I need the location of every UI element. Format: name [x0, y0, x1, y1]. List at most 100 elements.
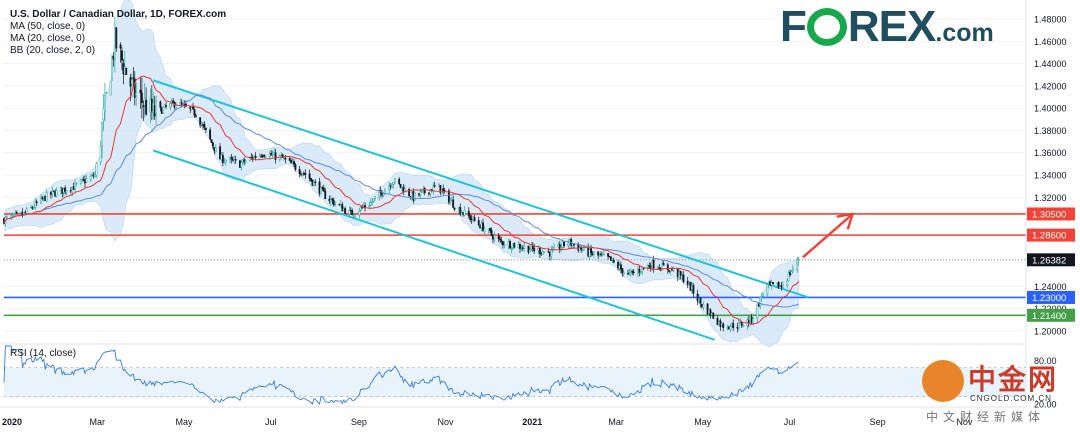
candle-body: [155, 100, 158, 115]
candle-body: [5, 216, 8, 218]
candle-body: [210, 139, 213, 143]
candle-body: [192, 106, 194, 109]
candle-body: [702, 304, 705, 308]
candle-body: [727, 326, 730, 329]
candle-body: [122, 63, 125, 75]
candle-body: [79, 179, 82, 184]
candle-body: [411, 192, 413, 199]
candle-body: [55, 190, 58, 197]
candle-body: [212, 142, 214, 147]
candle-body: [553, 246, 556, 250]
candle-body: [408, 189, 411, 196]
candle-body: [668, 269, 671, 273]
candle-body: [610, 256, 612, 261]
candle-body: [199, 117, 202, 126]
candle-body: [261, 155, 264, 157]
watermark-url: CNGOLD.COM.CN: [970, 394, 1052, 403]
candle-body: [776, 282, 779, 285]
candle-body: [769, 281, 772, 286]
candle-body: [591, 253, 594, 256]
candle-body: [577, 243, 580, 251]
candle-body: [81, 178, 84, 181]
candle-body: [420, 190, 423, 192]
candle-body: [637, 269, 639, 274]
candle-body: [145, 99, 148, 115]
candle-body: [101, 122, 104, 147]
candle-body: [767, 282, 770, 285]
candle-body: [301, 173, 304, 176]
time-tick-label: Mar: [90, 417, 106, 427]
price-tick-label: 1.21400: [1032, 311, 1066, 322]
candle-body: [789, 272, 791, 276]
candle-body: [528, 249, 531, 253]
candle-body: [736, 326, 739, 329]
candle-body: [510, 248, 513, 250]
candle-body: [254, 155, 257, 158]
candle-body: [740, 322, 743, 326]
candle-body: [92, 174, 95, 177]
candle-body: [692, 285, 695, 294]
candle-body: [219, 146, 221, 160]
candle-body: [288, 158, 291, 161]
candle-body: [729, 326, 732, 330]
candle-body: [40, 196, 42, 204]
price-tick-label: 1.23000: [1032, 293, 1066, 304]
candle-body: [563, 241, 565, 247]
price-tick-label: 1.34000: [1034, 171, 1067, 181]
candle-body: [483, 228, 486, 232]
candle-body: [72, 186, 75, 190]
candle-body: [597, 251, 600, 256]
candle-body: [720, 323, 723, 327]
candle-body: [239, 160, 241, 168]
candle-body: [321, 187, 324, 189]
candle-body: [639, 271, 642, 274]
candle-body: [223, 161, 226, 163]
candle-body: [143, 98, 146, 106]
candle-body: [617, 262, 619, 269]
candle-body: [378, 190, 381, 198]
candle-body: [607, 253, 610, 257]
candle-body: [389, 185, 392, 188]
candle-body: [312, 181, 315, 186]
candle-body: [600, 253, 602, 255]
price-tick-label: 1.32000: [1034, 193, 1067, 203]
candle-body: [74, 182, 76, 190]
candle-body: [273, 151, 275, 156]
candle-body: [547, 251, 550, 253]
candle-body: [766, 284, 769, 295]
candle-body: [11, 215, 14, 217]
price-label-box: [1027, 253, 1075, 267]
candle-body: [263, 155, 266, 157]
channel-lower-line: [152, 149, 716, 341]
candle-body: [341, 204, 344, 212]
candle-body: [459, 207, 462, 215]
candle-body: [308, 173, 311, 179]
candle-body: [791, 268, 794, 272]
candle-body: [519, 243, 521, 249]
candle-body: [631, 271, 634, 273]
forex-logo: F REX.com: [780, 2, 994, 51]
candle-body: [190, 107, 193, 110]
candle-body: [20, 211, 22, 214]
candle-body: [472, 216, 474, 221]
candle-body: [111, 57, 113, 80]
candle-body: [499, 238, 502, 241]
candle-body: [541, 251, 544, 255]
candle-body: [530, 244, 533, 250]
candle-body: [571, 243, 574, 246]
candle-body: [401, 186, 403, 188]
candle-body: [438, 184, 440, 187]
candle-body: [716, 318, 719, 325]
candle-body: [260, 155, 263, 157]
candle-body: [473, 217, 476, 221]
candle-body: [91, 174, 94, 176]
candle-body: [349, 209, 352, 212]
price-label-box: [1027, 290, 1075, 304]
candle-body: [200, 124, 203, 126]
candle-body: [291, 162, 294, 164]
candle-body: [162, 107, 165, 114]
time-tick-label: May: [175, 417, 193, 427]
bollinger-band: [3, 0, 799, 347]
price-tick-label: 1.46000: [1034, 37, 1067, 47]
candle-body: [463, 209, 466, 216]
